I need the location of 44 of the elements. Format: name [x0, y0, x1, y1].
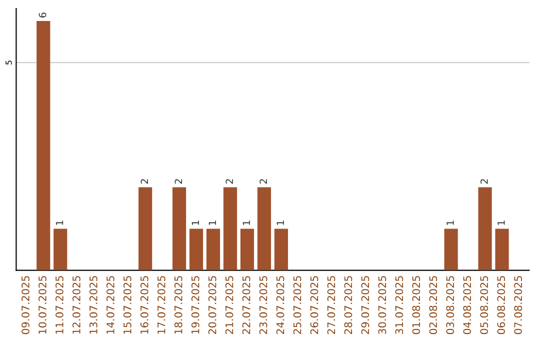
x-tick-label: 10.07.2025 [38, 276, 46, 334]
x-tick-label: 27.07.2025 [327, 276, 336, 334]
data-label: 2 [480, 179, 488, 184]
x-tick-label: 23.07.2025 [259, 276, 268, 334]
y-tick-label: 5 [6, 60, 12, 65]
x-tick-label: 02.08.2025 [429, 276, 438, 334]
x-tick-label: 21.07.2025 [225, 276, 234, 334]
x-tick-label: 03.08.2025 [446, 276, 454, 334]
data-label: 1 [242, 220, 250, 225]
data-label: 1 [192, 220, 199, 225]
x-tick-label: 24.07.2025 [276, 276, 284, 334]
x-tick-label: 06.08.2025 [497, 276, 506, 334]
x-tick-label: 05.08.2025 [480, 276, 488, 334]
data-label: 6 [38, 12, 46, 18]
data-label: 2 [226, 179, 233, 184]
x-tick-label: 13.07.2025 [89, 276, 98, 334]
x-tick-label: 28.07.2025 [344, 276, 352, 334]
x-tick-label: 01.08.2025 [412, 276, 420, 334]
data-label: 1 [498, 220, 505, 225]
x-tick-label: 25.07.2025 [293, 276, 302, 334]
x-tick-label: 31.07.2025 [395, 276, 404, 334]
data-label: 2 [174, 179, 182, 184]
x-tick-label: 15.07.2025 [123, 276, 132, 334]
x-tick-label: 12.07.2025 [72, 276, 80, 334]
x-tick-label: 04.08.2025 [463, 276, 472, 334]
x-tick-label: 30.07.2025 [378, 276, 386, 334]
data-label: 1 [56, 220, 64, 225]
data-label: 1 [446, 220, 454, 225]
data-label: 1 [208, 220, 216, 225]
data-label: 2 [260, 179, 267, 184]
x-tick-label: 07.08.2025 [514, 276, 522, 334]
data-label: 2 [140, 179, 148, 184]
x-tick-label: 14.07.2025 [106, 276, 114, 334]
x-tick-label: 22.07.2025 [242, 276, 250, 334]
data-label: 1 [276, 220, 284, 225]
x-tick-label: 26.07.2025 [310, 276, 318, 334]
x-tick-label: 11.07.2025 [56, 276, 64, 334]
x-tick-label: 17.07.2025 [157, 276, 166, 334]
x-tick-label: 29.07.2025 [361, 276, 370, 334]
x-tick-label: 18.07.2025 [174, 276, 182, 334]
x-tick-label: 19.07.2025 [191, 276, 200, 334]
x-tick-label: 16.07.2025 [140, 276, 148, 334]
x-tick-label: 20.07.2025 [208, 276, 216, 334]
x-tick-label: 09.07.2025 [22, 276, 30, 334]
